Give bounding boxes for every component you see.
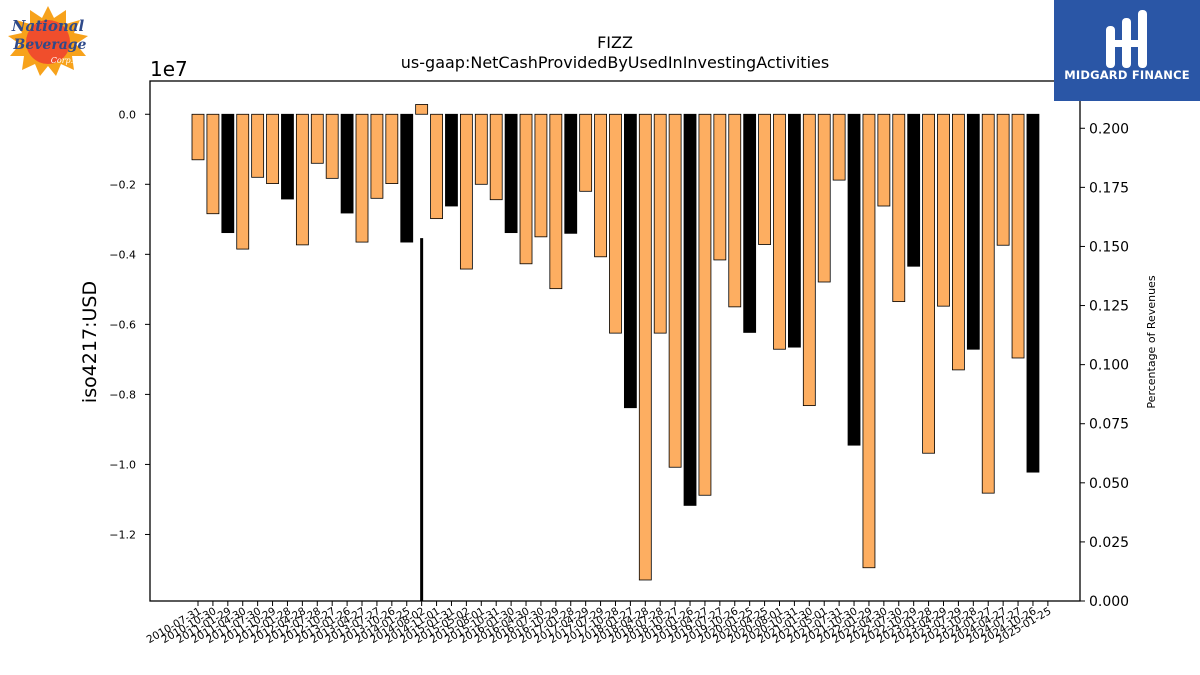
y-axis-multiplier: 1e7 <box>150 57 188 81</box>
bar-42 <box>817 113 831 283</box>
bar-32 <box>668 113 682 468</box>
svg-text:Beverage: Beverage <box>13 37 87 53</box>
chart-subtitle: us-gaap:NetCashProvidedByUsedInInvesting… <box>401 53 829 72</box>
y2-tick-label-5: 0.125 <box>1089 299 1129 315</box>
y2-tick-label-1: 0.025 <box>1089 535 1129 551</box>
bar-41 <box>802 113 816 407</box>
bar-49 <box>922 113 935 454</box>
bar-48 <box>907 113 921 267</box>
y2-tick-label-3: 0.075 <box>1089 417 1129 433</box>
y-tick-label-2: −0.4 <box>109 248 136 261</box>
bar-54 <box>996 113 1010 246</box>
midgard-emblem-icon <box>1106 10 1147 68</box>
bar-53 <box>981 113 995 494</box>
bar-38 <box>758 113 771 245</box>
bar-30 <box>638 113 652 581</box>
bar-17 <box>445 113 458 207</box>
bar-50 <box>937 113 950 307</box>
bar-9 <box>325 113 339 179</box>
bar-8 <box>310 113 324 164</box>
bar-39 <box>773 113 786 350</box>
y2-tick-label-4: 0.100 <box>1089 358 1129 374</box>
y-tick-label-5: −1.0 <box>109 458 136 471</box>
chart-title: FIZZ <box>597 33 633 52</box>
bar-31 <box>653 113 667 334</box>
x-ticks-group: 2010-07-312010-10-302011-01-292011-04-30… <box>145 601 1053 646</box>
bar-13 <box>385 113 399 184</box>
bar-4 <box>251 113 265 178</box>
bar-37 <box>743 113 757 333</box>
y-tick-label-3: −0.6 <box>109 318 136 331</box>
bar-10 <box>340 113 354 214</box>
bar-47 <box>892 113 906 303</box>
y2-tick-label-7: 0.175 <box>1089 180 1129 196</box>
y2-tick-label-8: 0.200 <box>1089 121 1129 137</box>
bar-25 <box>564 113 578 234</box>
bar-28 <box>609 113 622 334</box>
y2-tick-label-2: 0.050 <box>1089 476 1129 492</box>
bar-20 <box>489 113 503 201</box>
bar-34 <box>698 113 712 496</box>
bar-23 <box>534 113 548 238</box>
bar-3 <box>236 113 250 250</box>
bar-18 <box>459 113 473 270</box>
bar-12 <box>370 113 384 199</box>
bar-43 <box>832 113 846 181</box>
y-axis-label: iso4217:USD <box>79 281 101 403</box>
bar-40 <box>788 113 801 348</box>
bar-19 <box>474 113 488 185</box>
midgard-finance-text: MIDGARD FINANCE <box>1064 68 1190 82</box>
y-tick-label-6: −1.2 <box>109 528 136 541</box>
svg-text:National: National <box>11 17 85 35</box>
bar-2 <box>221 113 235 234</box>
y2-tick-label-6: 0.150 <box>1089 239 1129 255</box>
bar-24 <box>549 113 563 290</box>
bar-7 <box>295 113 309 246</box>
bar-29 <box>623 113 637 409</box>
midgard-finance-logo: MIDGARD FINANCE <box>1054 0 1200 101</box>
y2-tick-label-0: 0.000 <box>1089 594 1129 610</box>
bar-22 <box>519 113 533 265</box>
bar-14 <box>400 113 414 243</box>
bar-51 <box>952 113 965 371</box>
bar-52 <box>966 113 980 350</box>
bar-45 <box>862 113 876 569</box>
bar-46 <box>877 113 891 207</box>
bar-21 <box>504 113 518 234</box>
bars-group <box>191 104 1040 581</box>
bar-0 <box>191 113 205 161</box>
y2-axis-label: Percentage of Revenues <box>1145 275 1158 408</box>
bar-27 <box>594 113 607 258</box>
bar-35 <box>713 113 727 261</box>
y2-ticks-group: 0.000 0.025 0.050 0.075 0.100 0.125 0.150 0.175… <box>1080 121 1129 610</box>
bar-26 <box>579 113 593 192</box>
y-ticks-group: 0.0 −0.2 −0.4 −0.6 −0.8 −1.0 −1.2 <box>109 108 150 541</box>
bar-44 <box>847 113 861 446</box>
y-tick-label-0: 0.0 <box>119 108 137 121</box>
y-tick-label-4: −0.8 <box>109 388 136 401</box>
y-tick-label-1: −0.2 <box>109 178 136 191</box>
bar-33 <box>683 113 697 506</box>
bar-16 <box>430 113 443 220</box>
bar-6 <box>281 113 294 200</box>
bar-56 <box>1026 113 1040 473</box>
bar-55 <box>1011 113 1025 359</box>
bar-11 <box>355 113 369 243</box>
bar-15 <box>415 104 429 115</box>
bar-5 <box>266 113 279 184</box>
svg-text:Corp.: Corp. <box>51 56 73 65</box>
national-beverage-logo: National Beverage Corp. <box>4 4 92 78</box>
sunburst-icon: National Beverage Corp. <box>8 6 88 76</box>
bar-1 <box>206 113 220 215</box>
bar-36 <box>728 113 742 308</box>
